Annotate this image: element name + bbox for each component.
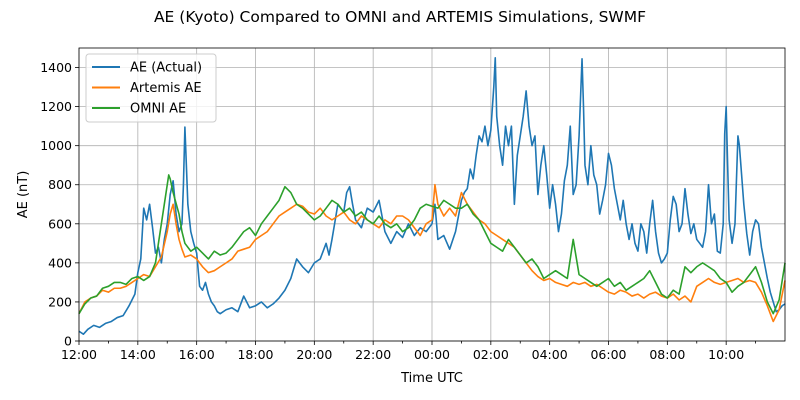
y-tick-label: 1400	[40, 60, 72, 75]
x-axis-label: Time UTC	[400, 371, 463, 386]
series-line-ae-actual	[78, 56, 786, 335]
legend-label-omni-ae: OMNI AE	[130, 102, 186, 117]
x-tick-label: 10:00	[708, 347, 744, 362]
x-tick-label: 22:00	[355, 347, 391, 362]
x-tick-label: 02:00	[473, 347, 509, 362]
legend-box	[85, 53, 217, 123]
legend-label-ae-actual: AE (Actual)	[130, 61, 202, 76]
x-tick-label: 20:00	[296, 347, 332, 362]
series-lines	[78, 56, 786, 335]
y-axis-label: AE (nT)	[16, 171, 31, 219]
x-tick-label: 18:00	[237, 347, 273, 362]
y-axis: 0 200 400 600 800 1000 1200 1400	[40, 60, 79, 349]
y-tick-label: 400	[48, 255, 72, 270]
series-line-artemis-ae	[78, 183, 786, 323]
y-tick-label: 0	[64, 334, 72, 349]
x-tick-label: 14:00	[120, 347, 156, 362]
series-line-omni-ae	[78, 174, 786, 315]
x-tick-label: 00:00	[414, 347, 450, 362]
x-tick-label: 16:00	[179, 347, 215, 362]
legend: AE (Actual) Artemis AE OMNI AE	[85, 53, 217, 123]
x-tick-label: 12:00	[61, 347, 97, 362]
chart-title: AE (Kyoto) Compared to OMNI and ARTEMIS …	[154, 8, 646, 26]
y-tick-label: 1000	[40, 138, 72, 153]
y-tick-label: 200	[48, 294, 72, 309]
legend-label-artemis-ae: Artemis AE	[130, 81, 202, 96]
x-tick-label: 04:00	[532, 347, 568, 362]
x-tick-label: 06:00	[590, 347, 626, 362]
x-axis: 12:00 14:00 16:00 18:00 20:00 22:00 00:00 02:00…	[61, 341, 756, 362]
y-tick-label: 1200	[40, 99, 72, 114]
x-tick-label: 08:00	[649, 347, 685, 362]
y-tick-label: 600	[48, 216, 72, 231]
y-tick-label: 800	[48, 177, 72, 192]
